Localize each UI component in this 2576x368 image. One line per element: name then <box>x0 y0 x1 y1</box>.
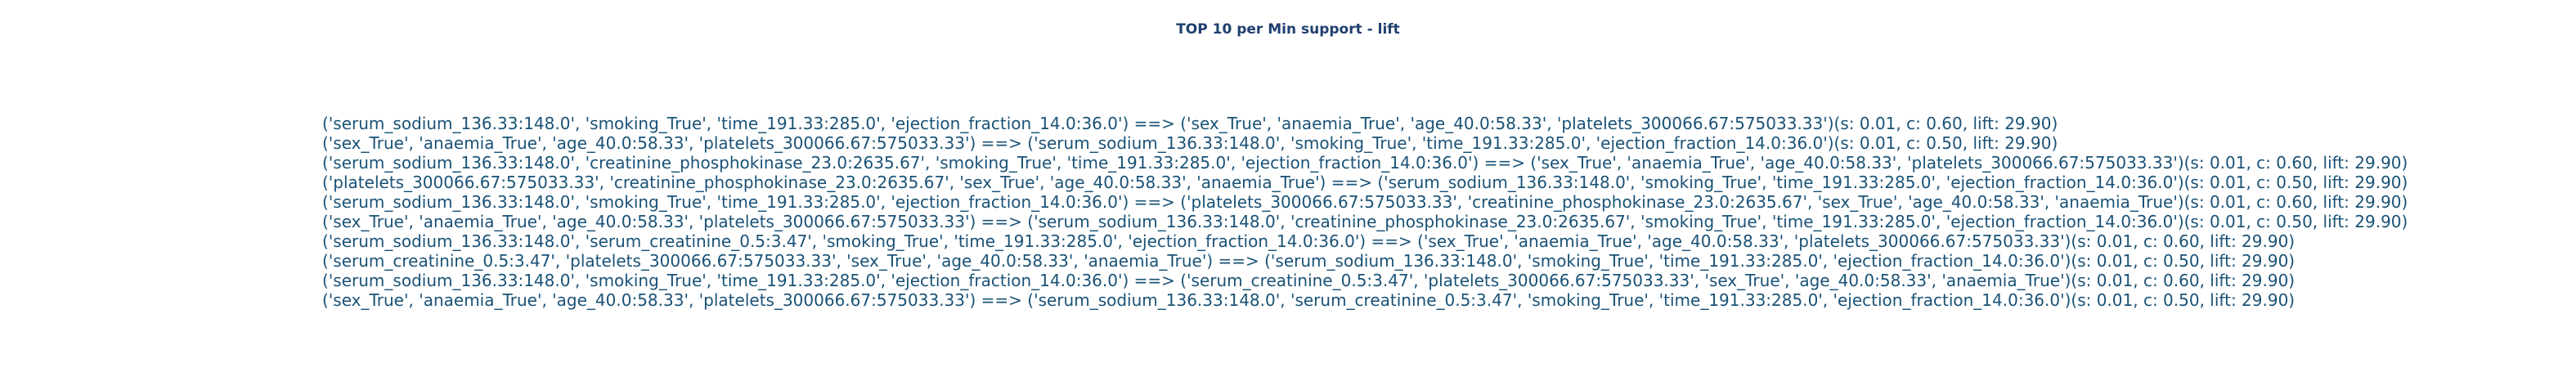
chart-title: TOP 10 per Min support - lift <box>1176 21 1400 38</box>
rule-row: ('serum_sodium_136.33:148.0', 'smoking_T… <box>322 114 2408 133</box>
rule-text: ('serum_sodium_136.33:148.0', 'serum_cre… <box>322 231 2296 251</box>
rule-row: ('sex_True', 'anaemia_True', 'age_40.0:5… <box>322 290 2408 310</box>
rule-text: ('serum_sodium_136.33:148.0', 'smoking_T… <box>322 271 2296 290</box>
rule-text: ('sex_True', 'anaemia_True', 'age_40.0:5… <box>322 133 2058 153</box>
rule-text: ('sex_True', 'anaemia_True', 'age_40.0:5… <box>322 290 2296 310</box>
rule-text: ('serum_sodium_136.33:148.0', 'creatinin… <box>322 153 2408 173</box>
rule-row: ('serum_sodium_136.33:148.0', 'smoking_T… <box>322 192 2408 212</box>
rule-row: ('serum_sodium_136.33:148.0', 'serum_cre… <box>322 231 2408 251</box>
rule-row: ('serum_sodium_136.33:148.0', 'smoking_T… <box>322 271 2408 290</box>
rule-row: ('sex_True', 'anaemia_True', 'age_40.0:5… <box>322 212 2408 231</box>
rule-text: ('serum_sodium_136.33:148.0', 'smoking_T… <box>322 192 2408 212</box>
rule-text: ('serum_sodium_136.33:148.0', 'smoking_T… <box>322 114 2058 133</box>
rule-row: ('serum_sodium_136.33:148.0', 'creatinin… <box>322 153 2408 173</box>
rule-row: ('sex_True', 'anaemia_True', 'age_40.0:5… <box>322 133 2408 153</box>
rule-text: ('sex_True', 'anaemia_True', 'age_40.0:5… <box>322 212 2408 231</box>
rule-text: ('platelets_300066.67:575033.33', 'creat… <box>322 173 2408 192</box>
rule-row: ('serum_creatinine_0.5:3.47', 'platelets… <box>322 251 2408 271</box>
rule-list: ('serum_sodium_136.33:148.0', 'smoking_T… <box>322 114 2408 310</box>
rule-text: ('serum_creatinine_0.5:3.47', 'platelets… <box>322 251 2296 271</box>
rule-row: ('platelets_300066.67:575033.33', 'creat… <box>322 173 2408 192</box>
